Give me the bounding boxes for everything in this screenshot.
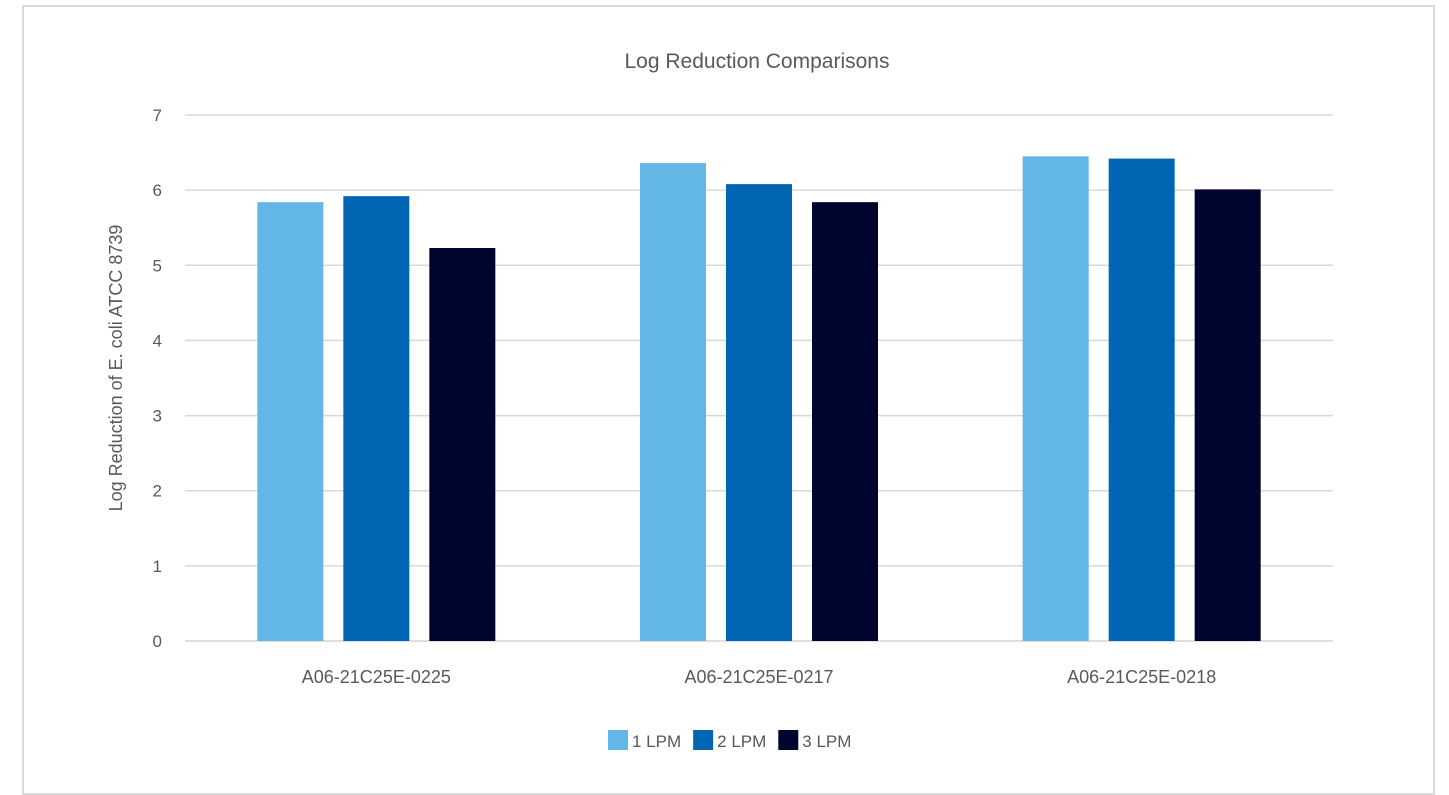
bar-3-2 (812, 202, 878, 641)
y-tick-0: 0 (153, 632, 162, 651)
legend: 1 LPM 2 LPM 3 LPM (608, 730, 851, 751)
legend-label-3: 3 LPM (802, 732, 851, 751)
y-tick-3: 3 (153, 407, 162, 426)
legend-label-1: 1 LPM (632, 732, 681, 751)
y-axis-label: Log Reduction of E. coli ATCC 8739 (106, 225, 126, 512)
category-labels: A06-21C25E-0225 A06-21C25E-0217 A06-21C25E… (302, 667, 1216, 687)
legend-swatch-2 (693, 730, 714, 750)
legend-label-2: 2 LPM (717, 732, 766, 751)
legend-swatch-3 (778, 730, 799, 750)
legend-swatch-1 (608, 730, 628, 750)
bar-1-3 (1022, 156, 1089, 642)
bar-2-2 (726, 184, 792, 642)
x-tick-1: A06-21C25E-0225 (302, 667, 451, 687)
y-tick-labels: 0 1 2 3 4 5 6 7 (153, 106, 162, 651)
y-tick-2: 2 (153, 482, 162, 501)
bar-1-1 (257, 202, 324, 641)
bar-3-1 (429, 248, 496, 641)
bar-1-2 (640, 163, 706, 641)
x-tick-2: A06-21C25E-0217 (684, 667, 833, 687)
chart-title: Log Reduction Comparisons (625, 50, 890, 73)
bars (257, 156, 1261, 642)
y-tick-6: 6 (153, 181, 162, 200)
bar-3-3 (1194, 189, 1261, 642)
y-tick-7: 7 (153, 106, 162, 125)
y-tick-4: 4 (153, 331, 162, 350)
y-tick-1: 1 (153, 557, 162, 576)
bar-2-1 (343, 196, 410, 641)
bar-2-3 (1108, 158, 1175, 641)
x-tick-3: A06-21C25E-0218 (1067, 667, 1216, 687)
y-tick-5: 5 (153, 256, 162, 275)
